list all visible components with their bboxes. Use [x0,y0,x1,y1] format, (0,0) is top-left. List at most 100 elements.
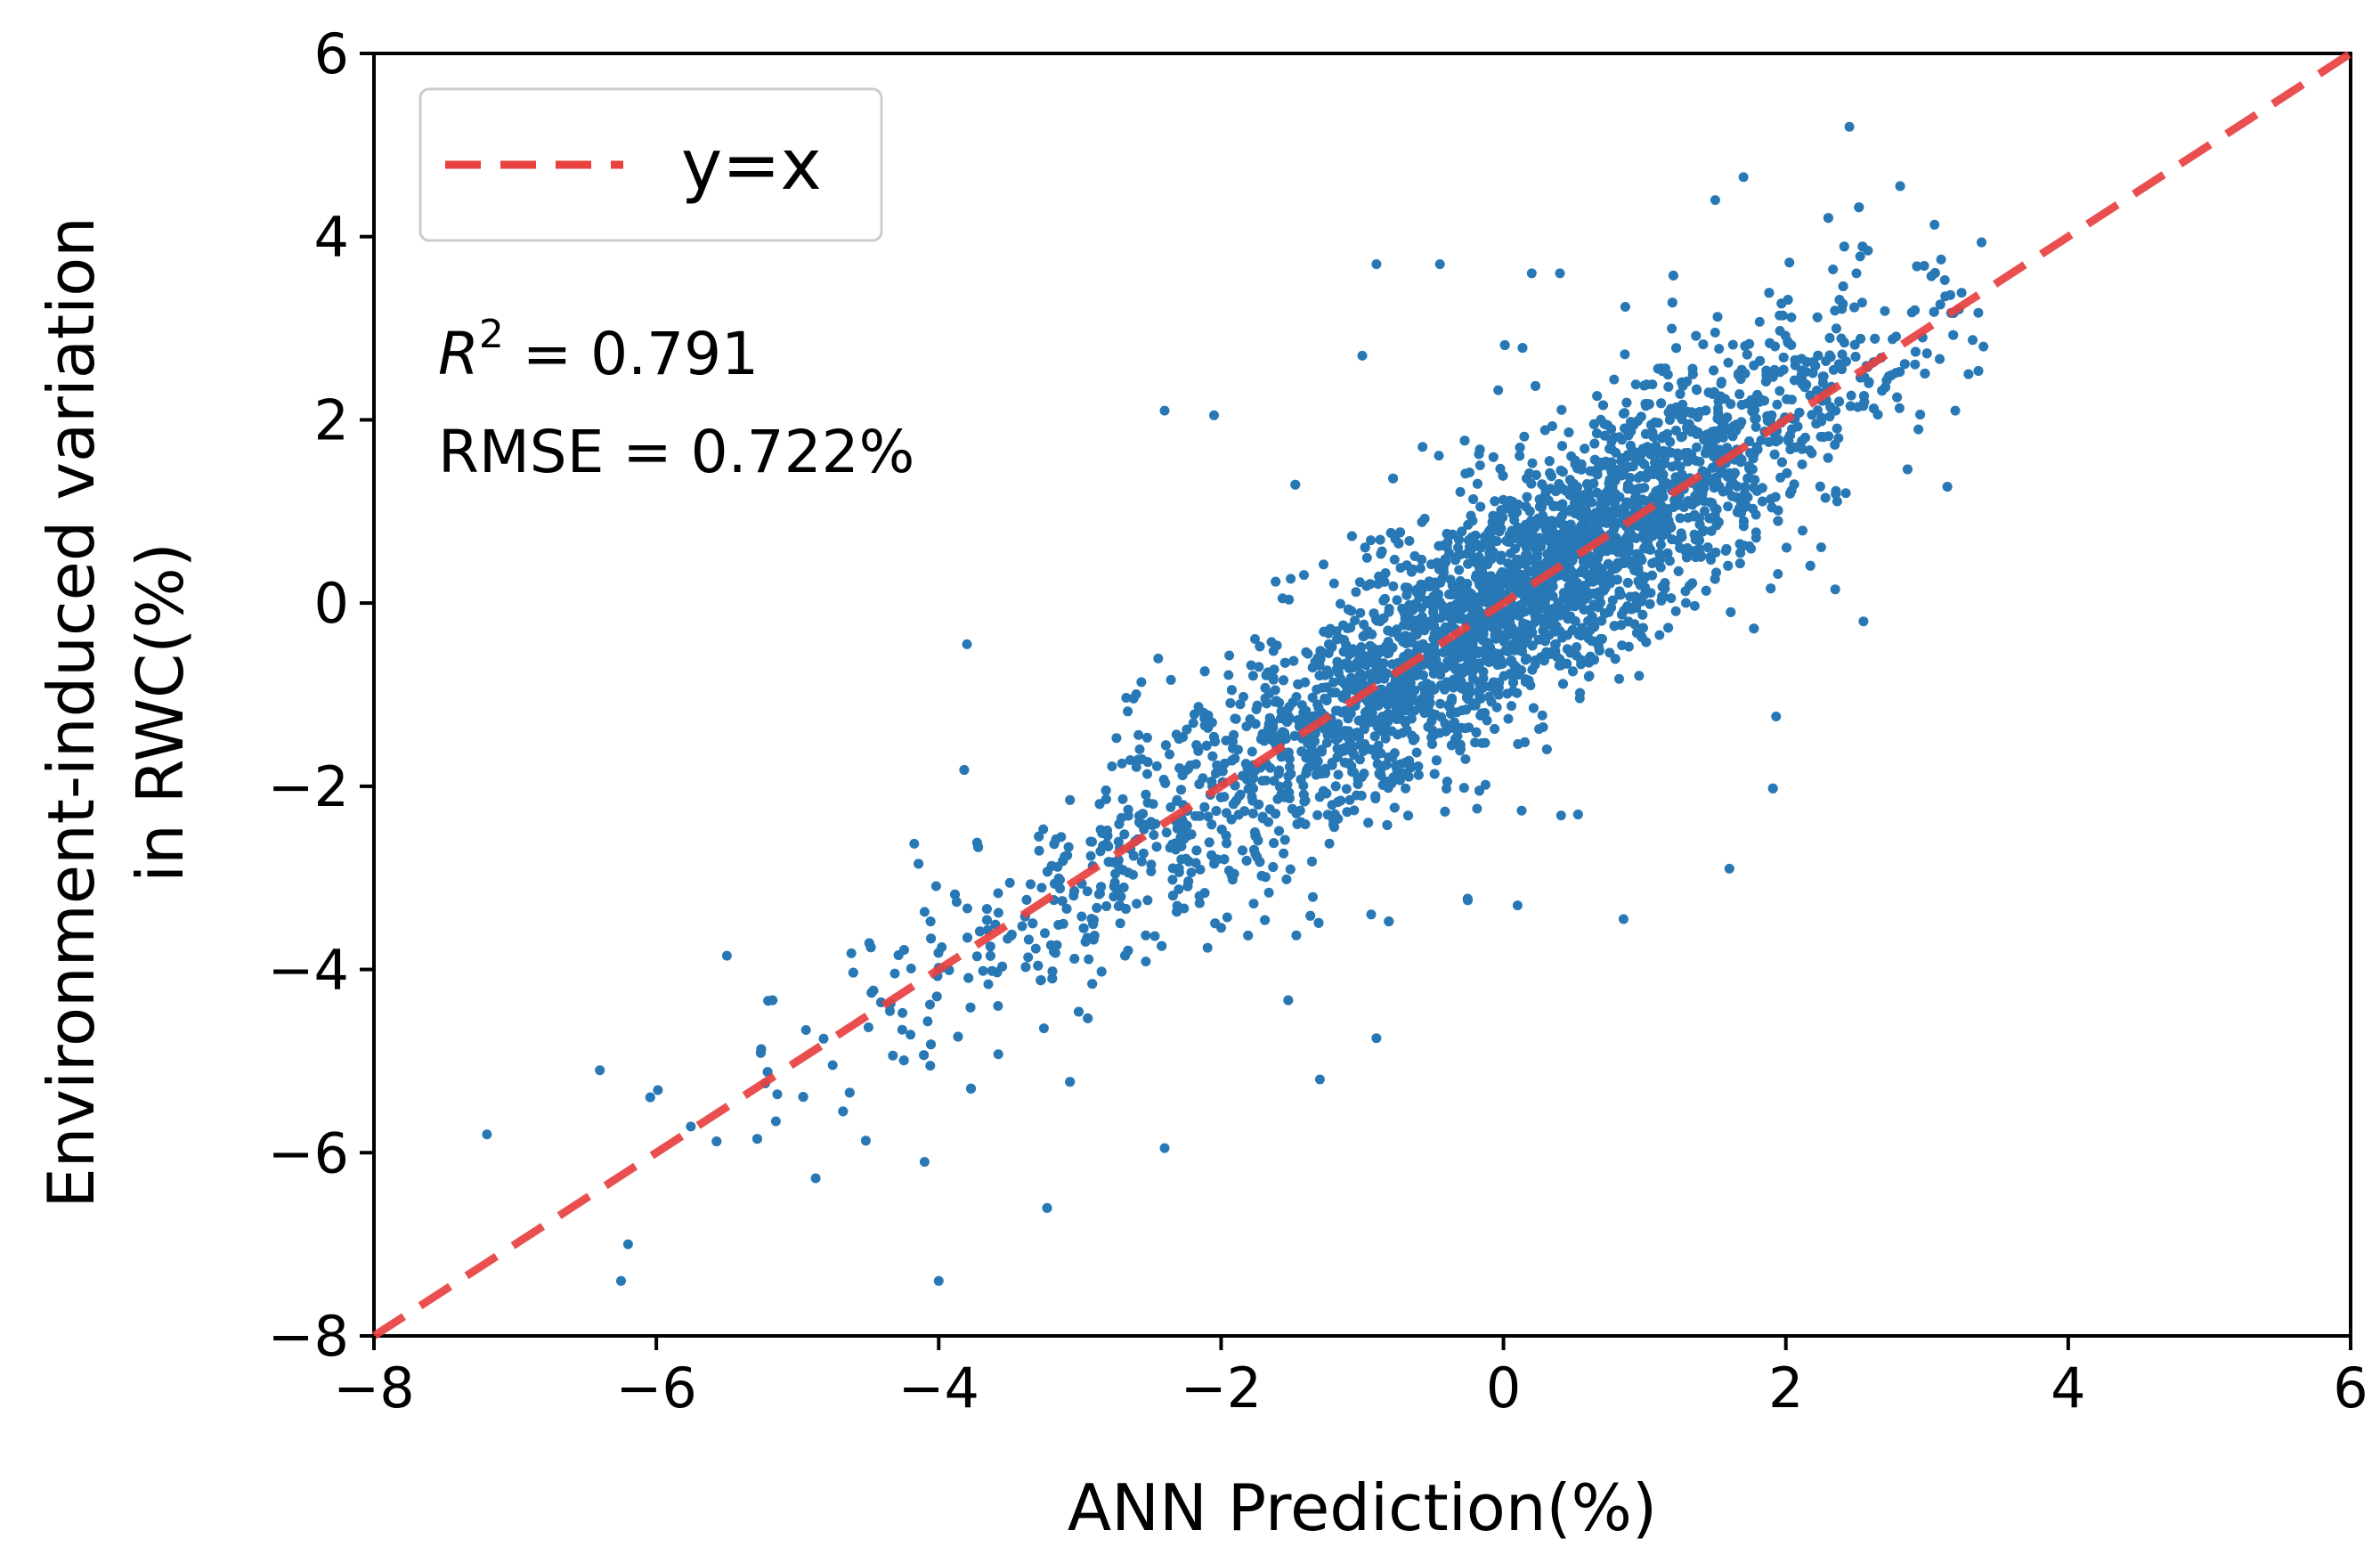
scatter-point [1524,468,1534,478]
scatter-point [1727,339,1738,350]
scatter-point [1365,579,1376,590]
scatter-point [1268,862,1279,872]
scatter-point [1351,587,1361,598]
scatter-point [1432,558,1442,568]
scatter-point [1750,533,1761,543]
scatter-point [818,1033,829,1044]
scatter-point [1466,644,1476,655]
scatter-point [1333,797,1344,807]
scatter-point [1038,824,1049,834]
scatter-point [1782,468,1792,478]
scatter-point [1685,581,1695,591]
scatter-point [1734,389,1745,400]
scatter-point [1850,352,1861,362]
scatter-point [1566,541,1577,551]
scatter-point [1740,341,1750,352]
scatter-point [1773,569,1783,579]
scatter-point [925,1061,936,1071]
scatter-point [1117,758,1127,769]
scatter-point [1726,399,1736,410]
scatter-point [1516,805,1527,816]
scatter-point [1379,576,1390,587]
scatter-point [1713,427,1724,438]
scatter-point [1141,930,1151,940]
scatter-point [1461,704,1472,715]
scatter-point [1499,671,1509,681]
scatter-point [1279,675,1288,686]
scatter-point [1588,419,1599,429]
scatter-point [1440,684,1450,695]
scatter-point [1454,534,1464,545]
scatter-point [1729,468,1740,478]
scatter-point [1576,510,1587,520]
scatter-point [1191,740,1202,751]
scatter-point [1394,775,1405,786]
scatter-point [1935,299,1945,310]
scatter-point [1058,856,1068,867]
scatter-point [1314,792,1325,802]
scatter-point [1312,810,1323,820]
scatter-point [1713,396,1724,407]
scatter-point [1170,838,1181,849]
scatter-point [1426,680,1436,691]
scatter-point [1179,834,1190,844]
scatter-point [1215,792,1226,802]
scatter-point [1251,704,1262,714]
scatter-point [962,903,972,914]
scatter-point [1097,828,1108,838]
scatter-point [1114,818,1125,829]
scatter-point [1656,363,1667,374]
scatter-point [1697,466,1708,476]
scatter-point [1376,684,1386,695]
scatter-point [1784,257,1795,268]
scatter-point [1670,425,1681,436]
scatter-point [981,915,992,925]
scatter-point [930,881,941,891]
scatter-point [1699,525,1709,536]
scatter-point [1564,427,1574,437]
scatter-point [1920,368,1930,379]
scatter-point [1330,813,1341,824]
scatter-point [1614,492,1625,502]
scatter-point [1588,599,1599,610]
scatter-point [1404,694,1415,704]
scatter-point [1427,738,1437,749]
scatter-point [1409,733,1420,744]
scatter-point [1776,457,1787,468]
scatter-point [1352,779,1363,789]
scatter-point [1030,943,1041,954]
scatter-point [1585,525,1596,536]
scatter-point [1401,638,1411,648]
scatter-point [1149,830,1159,840]
scatter-point [1224,650,1235,661]
scatter-point [1120,950,1131,961]
scatter-point [1612,547,1623,558]
scatter-point [1637,555,1647,566]
scatter-point [1554,660,1564,671]
scatter-point [1480,779,1491,790]
scatter-point [1136,677,1147,688]
scatter-point [1626,529,1637,540]
scatter-point [1929,268,1940,278]
scatter-point [1609,621,1620,631]
scatter-point [1683,448,1694,458]
scatter-point [1496,505,1507,516]
scatter-point [1128,851,1139,861]
scatter-point [1702,476,1713,486]
scatter-point [914,859,924,869]
scatter-point [1199,666,1210,677]
scatter-point [1324,669,1334,680]
scatter-point [1498,494,1508,505]
scatter-point [1316,745,1327,755]
scatter-point [1687,363,1698,374]
scatter-point [1065,794,1076,805]
scatter-point [1929,306,1939,317]
scatter-point [1824,333,1835,343]
scatter-point [1460,753,1471,764]
scatter-point [1566,556,1577,566]
scatter-point [1247,671,1258,681]
scatter-point [1618,462,1629,473]
scatter-point [1543,495,1554,506]
scatter-point [1411,620,1421,631]
